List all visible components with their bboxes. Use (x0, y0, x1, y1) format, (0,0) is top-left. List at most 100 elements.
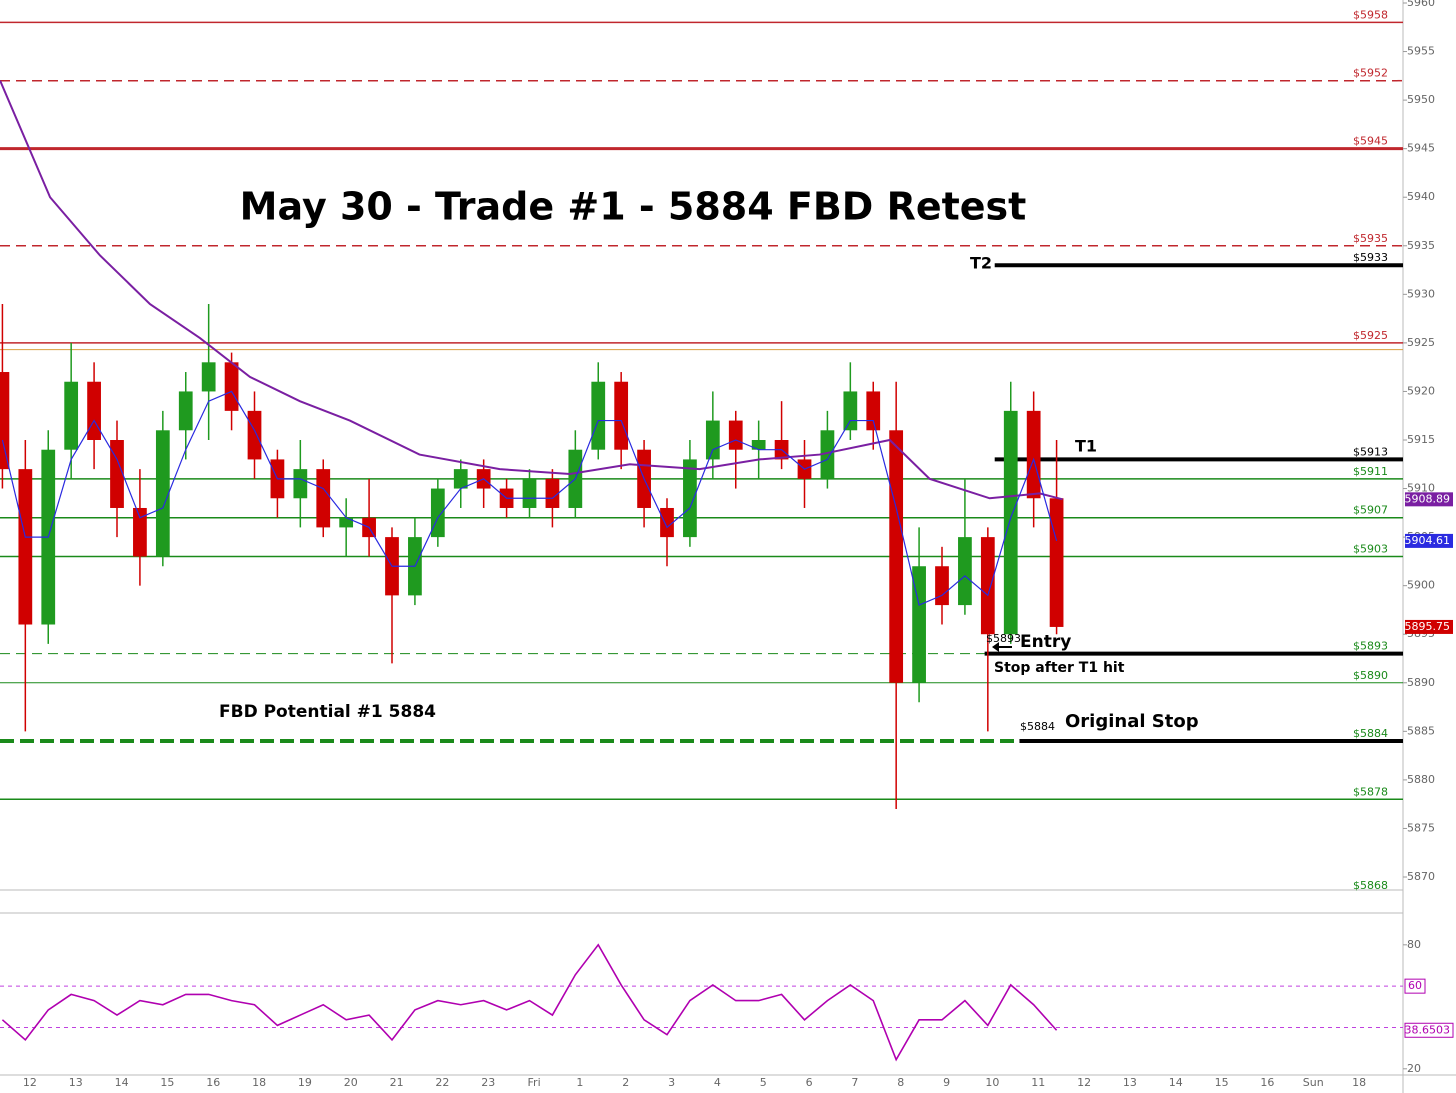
candle-body (133, 507, 147, 557)
level-label: $5945 (1353, 135, 1388, 148)
price-box-label: 5895.75 (1405, 620, 1451, 633)
candle-body (820, 430, 835, 479)
y-tick-label: 5945 (1407, 142, 1435, 155)
x-tick-label: 12 (23, 1076, 37, 1089)
x-tick-label: 10 (985, 1076, 999, 1089)
annotation: $5884 (1020, 720, 1055, 733)
x-tick-label: 19 (298, 1076, 312, 1089)
x-tick-label: 22 (435, 1076, 449, 1089)
x-tick-label: 21 (390, 1076, 404, 1089)
candle-body (87, 381, 101, 440)
x-tick-label: 15 (160, 1076, 174, 1089)
x-tick-label: 14 (115, 1076, 129, 1089)
x-tick-label: 23 (481, 1076, 495, 1089)
y-tick-label: 5915 (1407, 433, 1435, 446)
candle-body (224, 362, 239, 411)
x-tick-label: 20 (344, 1076, 358, 1089)
candle-body (728, 420, 743, 450)
y-tick-label: 5890 (1407, 676, 1435, 689)
y-tick-label: 5930 (1407, 287, 1435, 300)
candle-body (958, 537, 972, 606)
y-tick-label: 5880 (1407, 773, 1435, 786)
candle-body (705, 420, 720, 460)
overlay: May 30 - Trade #1 - 5884 FBD Retest T2 T… (219, 185, 1199, 734)
candle-body (843, 391, 858, 431)
candle-body (889, 430, 904, 683)
annotation: FBD Potential #1 5884 (219, 702, 436, 722)
ma-line (0, 80, 1063, 501)
level-label: $5903 (1353, 543, 1388, 556)
candle-body (110, 440, 124, 508)
entry-arrow-head (992, 642, 999, 652)
x-tick-label: 11 (1031, 1076, 1045, 1089)
rsi-tick-label: 80 (1407, 938, 1421, 951)
candle-body (1026, 410, 1041, 499)
candle-body (0, 372, 10, 470)
price-box-label: 5904.61 (1405, 534, 1451, 547)
candle-body (1049, 498, 1064, 627)
level-label: $5878 (1353, 785, 1388, 798)
price-box (1405, 619, 1453, 634)
candle-body (201, 362, 216, 392)
annotation: Original Stop (1065, 711, 1199, 732)
rsi-level-label: 60 (1408, 979, 1422, 992)
candle-body (1003, 410, 1018, 635)
y-tick-label: 5870 (1407, 870, 1435, 883)
price-box (1405, 492, 1453, 507)
x-tick-label: 14 (1169, 1076, 1183, 1089)
level-label: $5884 (1353, 727, 1388, 740)
x-tick-label: Sun (1303, 1076, 1324, 1089)
x-tick-label: 18 (252, 1076, 266, 1089)
candle-body (64, 381, 79, 450)
x-tick-label: 3 (668, 1076, 675, 1089)
candle-body (155, 430, 170, 557)
level-label: $5893 (1353, 640, 1388, 653)
x-tick-label: 16 (206, 1076, 220, 1089)
annotation: T1 (1075, 437, 1097, 456)
candle-body (545, 478, 560, 508)
chart-title: May 30 - Trade #1 - 5884 FBD Retest (240, 185, 1027, 229)
annotation: $5893 (986, 632, 1021, 645)
x-tick-label: 9 (943, 1076, 950, 1089)
candle-body (453, 469, 468, 489)
level-label: $5890 (1353, 669, 1388, 682)
y-tick-label: 5940 (1407, 190, 1435, 203)
x-tick-label: 16 (1260, 1076, 1274, 1089)
rsi-level-box (1404, 978, 1426, 994)
candle-body (430, 488, 445, 538)
candle-body (660, 507, 674, 538)
x-tick-label: 1 (576, 1076, 583, 1089)
level-label: $5868 (1353, 879, 1388, 892)
rsi-panel (0, 943, 1403, 1062)
x-tick-label: Fri (528, 1076, 541, 1089)
x-tick-label: 13 (1123, 1076, 1137, 1089)
level-label: $5907 (1353, 504, 1388, 517)
level-label: $5911 (1353, 465, 1388, 478)
rsi-value-box (1404, 1022, 1454, 1038)
price-panel (0, 21, 1403, 810)
price-box-label: 5908.89 (1405, 492, 1451, 505)
candle-body (751, 440, 766, 450)
y-tick-label: 5920 (1407, 384, 1435, 397)
y-tick-label: 5955 (1407, 45, 1435, 58)
candle-body (18, 469, 33, 625)
candle-body (339, 517, 354, 528)
level-label: $5952 (1353, 67, 1388, 80)
x-tick-label: 8 (897, 1076, 904, 1089)
y-tick-label: 5910 (1407, 482, 1435, 495)
rsi-value-label: 38.6503 (1405, 1023, 1451, 1036)
level-label: $5913 (1353, 445, 1388, 458)
x-tick-label: 13 (69, 1076, 83, 1089)
candle-body (912, 566, 926, 683)
y-tick-label: 5960 (1407, 0, 1435, 9)
annotation: T2 (970, 254, 992, 273)
level-label: $5933 (1353, 251, 1388, 264)
annotation: Entry (1020, 632, 1071, 652)
candle-body (866, 391, 881, 431)
candle-body (935, 566, 949, 606)
rsi-tick-label: 20 (1407, 1062, 1421, 1075)
y-tick-label: 5950 (1407, 93, 1435, 106)
candle-body (178, 391, 193, 431)
x-tick-label: 7 (851, 1076, 858, 1089)
